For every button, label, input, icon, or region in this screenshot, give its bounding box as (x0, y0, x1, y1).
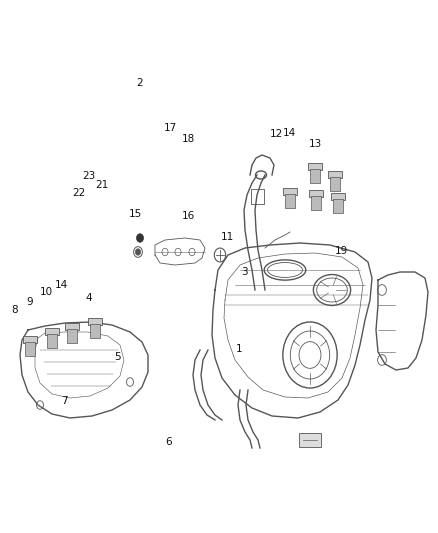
Text: 22: 22 (72, 188, 85, 198)
FancyBboxPatch shape (331, 193, 345, 200)
Circle shape (135, 249, 141, 255)
FancyBboxPatch shape (330, 177, 340, 191)
Text: 5: 5 (114, 352, 121, 362)
Text: 23: 23 (82, 171, 95, 181)
Text: 2: 2 (136, 78, 143, 87)
Text: 9: 9 (26, 297, 33, 306)
Text: 7: 7 (61, 396, 68, 406)
Text: 14: 14 (283, 128, 296, 138)
FancyBboxPatch shape (311, 196, 321, 210)
Text: 15: 15 (129, 209, 142, 219)
Text: 21: 21 (95, 181, 108, 190)
FancyBboxPatch shape (23, 336, 37, 343)
Text: 14: 14 (55, 280, 68, 289)
FancyBboxPatch shape (88, 318, 102, 325)
Text: 18: 18 (182, 134, 195, 143)
FancyBboxPatch shape (90, 324, 100, 338)
Circle shape (137, 234, 144, 243)
Text: 13: 13 (309, 139, 322, 149)
FancyBboxPatch shape (333, 199, 343, 213)
FancyBboxPatch shape (47, 334, 57, 348)
Text: 12: 12 (269, 130, 283, 139)
FancyBboxPatch shape (285, 194, 295, 208)
FancyBboxPatch shape (308, 163, 322, 170)
FancyBboxPatch shape (328, 171, 342, 178)
Text: 16: 16 (182, 211, 195, 221)
Text: 8: 8 (11, 305, 18, 315)
FancyBboxPatch shape (25, 342, 35, 356)
FancyBboxPatch shape (45, 328, 59, 335)
FancyBboxPatch shape (300, 433, 321, 448)
FancyBboxPatch shape (67, 329, 77, 343)
Text: 11: 11 (221, 232, 234, 242)
Text: 19: 19 (335, 246, 348, 255)
Text: 1: 1 (235, 344, 242, 354)
Text: 6: 6 (165, 438, 172, 447)
FancyBboxPatch shape (309, 190, 323, 197)
Text: 17: 17 (164, 123, 177, 133)
Text: 3: 3 (241, 267, 248, 277)
FancyBboxPatch shape (65, 324, 79, 330)
Text: 4: 4 (85, 294, 92, 303)
FancyBboxPatch shape (310, 169, 320, 183)
FancyBboxPatch shape (283, 188, 297, 195)
Text: 10: 10 (40, 287, 53, 297)
